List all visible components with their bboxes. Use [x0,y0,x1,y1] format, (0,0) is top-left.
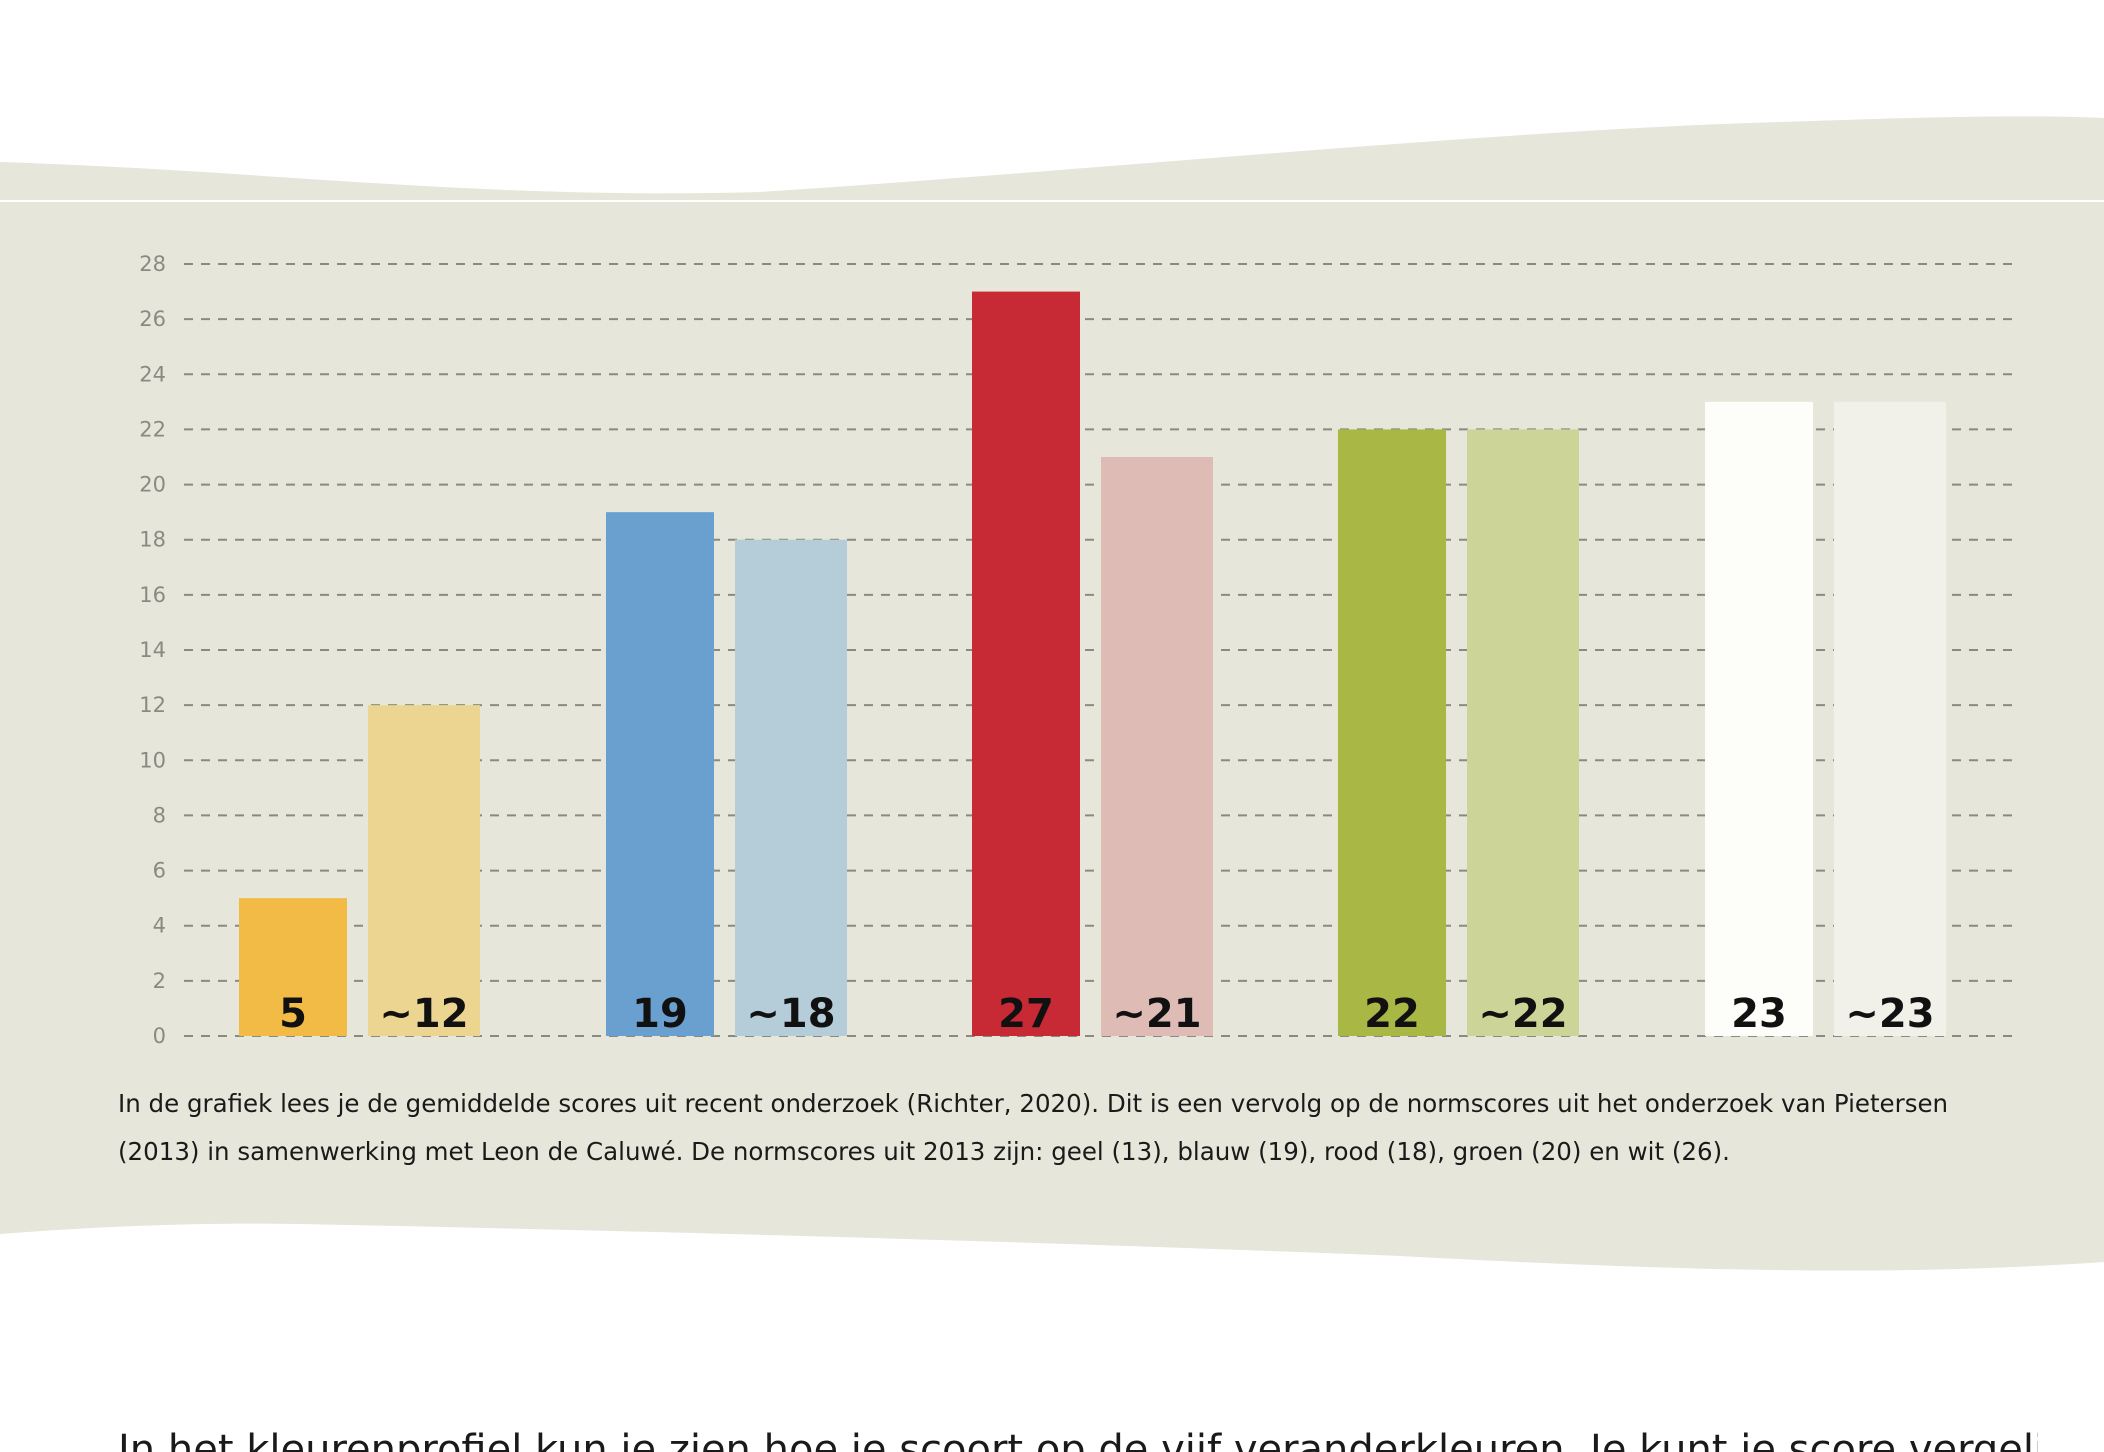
y-tick-label: 4 [153,914,166,938]
bar-value-label-blauw-2: ~18 [746,991,835,1037]
bar-value-label-rood-2: ~21 [1112,991,1201,1037]
chart-caption: In de grafiek lees je de gemiddelde scor… [118,1089,1949,1166]
y-tick-label: 10 [139,748,166,772]
y-tick-label: 26 [139,307,166,331]
y-tick-label: 8 [153,803,166,827]
bar-value-label-groen-2: ~22 [1478,991,1567,1037]
bar-value-label-wit-1: 23 [1731,991,1787,1037]
bar-wit-2 [1834,401,1946,1036]
bar-rood-2 [1101,457,1213,1036]
bar-geel-2 [368,705,480,1036]
bar-value-label-geel-2: ~12 [379,991,468,1037]
y-tick-label: 6 [153,859,166,883]
y-tick-label: 20 [139,473,166,497]
y-tick-label: 18 [139,528,166,552]
y-tick-label: 2 [153,969,166,993]
bar-value-label-rood-1: 27 [998,991,1054,1037]
y-tick-label: 28 [139,252,166,276]
bar-blauw-2 [735,539,847,1036]
bar-geel-1 [239,898,347,1036]
bar-blauw-1 [606,512,714,1036]
bar-rood-1 [972,291,1080,1037]
y-tick-label: 14 [139,638,166,662]
bar-value-label-blauw-1: 19 [632,991,688,1037]
bar-value-label-groen-1: 22 [1364,991,1420,1037]
bar-wit-1 [1705,401,1813,1036]
y-tick-label: 16 [139,583,166,607]
bar-value-label-geel-1: 5 [279,991,307,1037]
bars [239,291,1946,1037]
y-tick-label: 12 [139,693,166,717]
bar-groen-2 [1467,429,1579,1036]
y-tick-label: 24 [139,362,166,386]
bar-groen-1 [1338,429,1446,1036]
bar-value-labels: 5 ~12 19 ~18 27 ~21 22 ~22 23 ~23 [279,991,1935,1037]
bar-value-label-wit-2: ~23 [1845,991,1934,1037]
y-tick-label: 0 [153,1024,166,1048]
y-tick-label: 22 [139,417,166,441]
body-paragraph: In het kleurenprofiel kun je zien hoe je… [118,1427,2038,1452]
